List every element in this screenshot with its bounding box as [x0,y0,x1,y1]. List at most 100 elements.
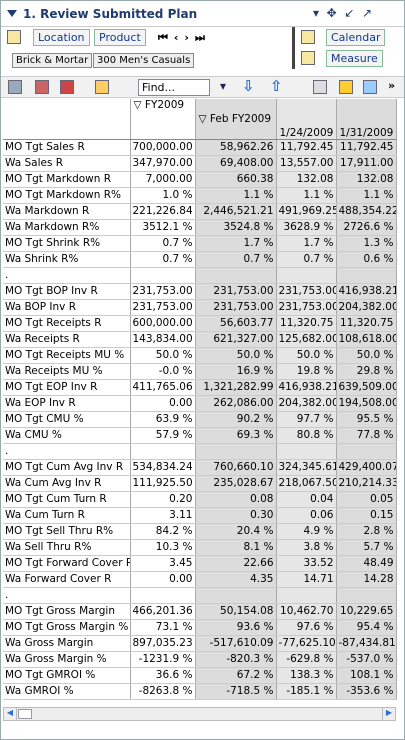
cell: 63.9 % [130,411,196,428]
row-label: . [3,267,131,284]
breadcrumb[interactable]: Brick & Mortar [12,53,93,68]
location-button[interactable]: Location [33,29,90,46]
chart-icon[interactable] [35,80,49,94]
window-controls[interactable]: ▾ ✥ ↙ ↗ [313,6,373,20]
cell: 67.2 % [195,667,277,684]
down-arrow[interactable]: ⇩ [242,77,255,95]
cell: 897,035.23 [130,635,196,652]
row-label: Wa Receipts MU % [3,363,131,380]
measure-icon [301,51,315,65]
cell: -517,610.09 [195,635,277,652]
row: MO Tgt CMU % 63.9 % 90.2 % 97.7 % 95.5 % [3,411,397,428]
row: Wa Cum Turn R 3.11 0.30 0.06 0.15 [3,507,397,524]
row: . [3,587,397,604]
cell: 4.35 [195,571,277,588]
row: Wa BOP Inv R 231,753.00 231,753.00 231,753.… [3,299,397,316]
row: Wa Sales R 347,970.00 69,408.00 13,557.00 17… [3,155,397,172]
cell: 0.20 [130,491,196,508]
cell: 218,067.50 [276,475,337,492]
cell: 77.8 % [336,427,397,444]
cell: 204,382.00 [276,395,337,412]
collapse-icon[interactable] [7,10,17,17]
up-arrow[interactable]: ⇧ [270,77,283,95]
cell: 17,911.00 [336,155,397,172]
area-icon[interactable] [95,80,109,94]
cell: 7,000.00 [130,171,196,188]
cell: 138.3 % [276,667,337,684]
row: Wa Markdown R% 3512.1 % 3524.8 % 3628.9 % 27… [3,219,397,236]
scroll-thumb[interactable] [18,709,32,719]
row-label: MO Tgt Receipts MU % [3,347,131,364]
scroll-right[interactable]: ▶ [382,708,395,720]
cell: -1231.9 % [130,651,196,668]
cell: 1.1 % [336,187,397,204]
cell: 8.1 % [195,539,277,556]
cell: 0.7 % [276,251,337,268]
measure-button[interactable]: Measure [326,50,383,67]
cell: 488,354.22 [336,203,397,220]
scroll-left[interactable]: ◀ [4,708,17,720]
cell: 2726.6 % [336,219,397,236]
product-button[interactable]: Product [94,29,146,46]
row: Wa Sell Thru R% 10.3 % 8.1 % 3.8 % 5.7 % [3,539,397,556]
cell: 10,462.70 [276,603,337,620]
cell: 1.7 % [276,235,337,252]
nav-arrows[interactable]: ⏮‹›⏭ [158,31,211,44]
row: Wa GMROI % -8263.8 % -718.5 % -185.1 % -353.… [3,683,397,700]
cell [336,443,397,460]
cell: -8263.8 % [130,683,196,700]
cell: -0.0 % [130,363,196,380]
tool-icon[interactable] [363,80,377,94]
calendar-button[interactable]: Calendar [326,29,386,46]
tool-icon[interactable] [313,80,327,94]
row-label: MO Tgt Cum Avg Inv R [3,459,131,476]
row: . [3,443,397,460]
cell [195,267,277,284]
find-box[interactable]: Find... [138,79,210,96]
cell: 3512.1 % [130,219,196,236]
row: Wa Receipts R 143,834.00 621,327.00 125,682… [3,331,397,348]
cell: 0.7 % [130,251,196,268]
cell: 0.7 % [130,235,196,252]
more-icon[interactable]: » [388,79,396,92]
cell: 95.4 % [336,619,397,636]
cell: -537.0 % [336,651,397,668]
table-icon[interactable] [7,30,21,44]
cell: 491,969.25 [276,203,337,220]
cell: 50.0 % [336,347,397,364]
find-dropdown[interactable]: ▾ [220,79,227,93]
row: MO Tgt Receipts R 600,000.00 56,603.77 11,3… [3,315,397,332]
cell: 56,603.77 [195,315,277,332]
cell: 93.6 % [195,619,277,636]
cell [130,267,196,284]
cell: 411,765.06 [130,379,196,396]
cell: 50.0 % [276,347,337,364]
cell: 1.7 % [195,235,277,252]
cell: 10.3 % [130,539,196,556]
cell: 33.52 [276,555,337,572]
cell: 22.66 [195,555,277,572]
grid-view-icon[interactable] [8,80,22,94]
cell: 3.8 % [276,539,337,556]
cell: 0.30 [195,507,277,524]
cell: -87,434.81 [336,635,397,652]
cell [276,443,337,460]
cell: 57.9 % [130,427,196,444]
cell: 0.15 [336,507,397,524]
expand-icon[interactable]: ▽ [133,99,145,111]
cell: 95.5 % [336,411,397,428]
cell [130,443,196,460]
h-scrollbar[interactable]: ◀ ▶ [3,707,396,721]
cell: 5.7 % [336,539,397,556]
cell: 36.6 % [130,667,196,684]
corner-cell [3,99,131,140]
cell: 760,660.10 [195,459,277,476]
breadcrumb[interactable]: 300 Men's Casuals [93,53,195,68]
expand-icon[interactable]: ▽ [198,112,210,125]
tool-icon[interactable] [339,80,353,94]
bar-chart-icon[interactable] [60,80,74,94]
column-label: 1/31/2009 [339,126,394,139]
cell: 80.8 % [276,427,337,444]
row: Wa EOP Inv R 0.00 262,086.00 204,382.00 194,… [3,395,397,412]
cell: 324,345.61 [276,459,337,476]
